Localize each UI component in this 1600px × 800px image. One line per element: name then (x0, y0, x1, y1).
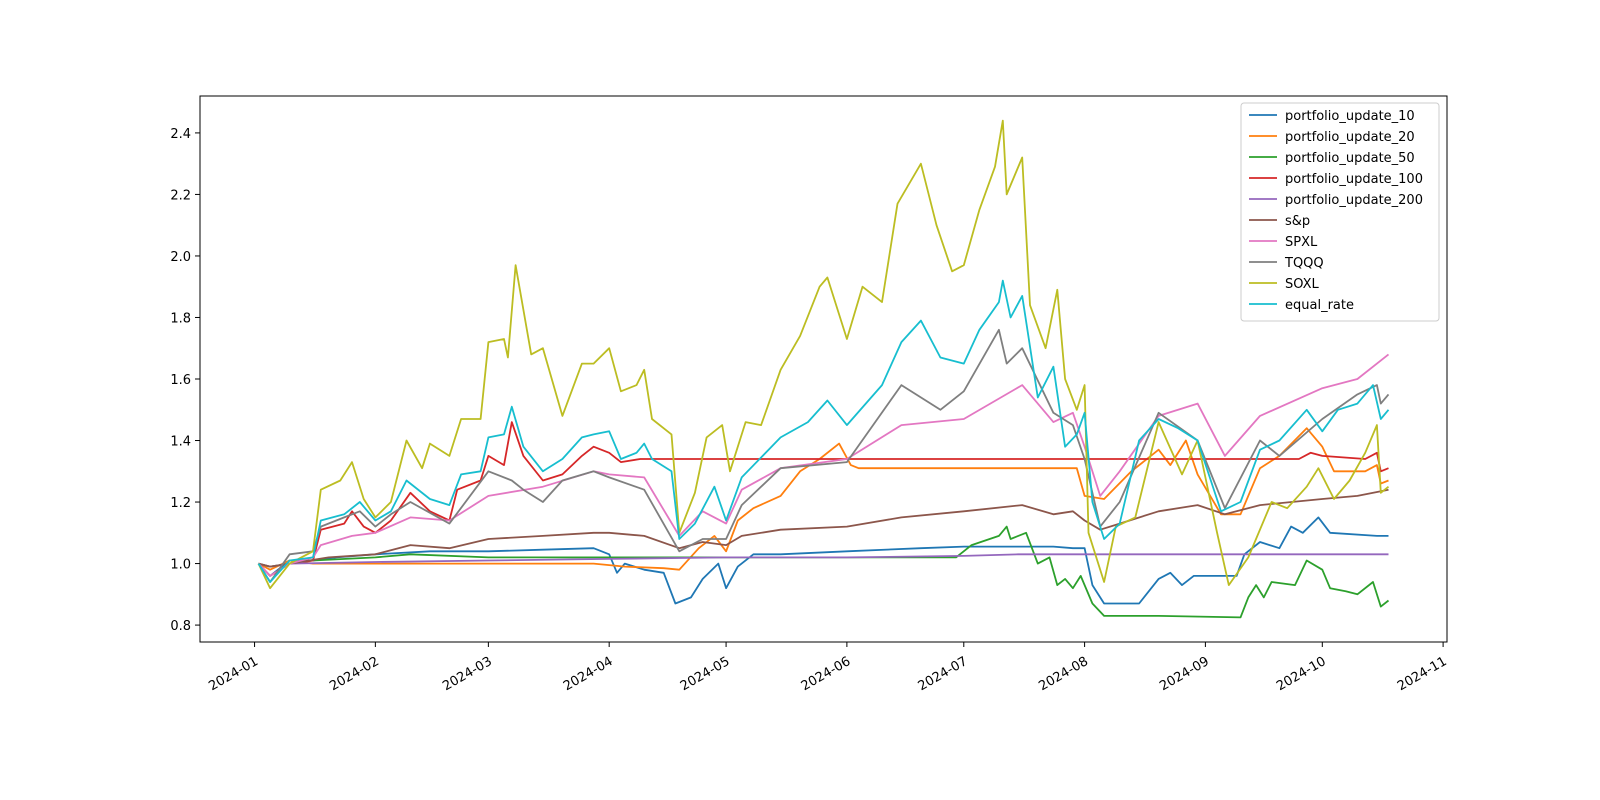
y-tick-label: 2.4 (170, 127, 191, 142)
series-line-9 (257, 279, 1390, 583)
y-tick-label: 1.2 (170, 496, 191, 511)
legend-label: s&p (1285, 214, 1310, 229)
y-axis: 0.8 1.0 1.2 1.4 1.6 1.8 2.0 2.2 2.4 (170, 127, 200, 634)
series-line-2 (258, 525, 1390, 619)
series-line-3 (257, 421, 1389, 577)
y-tick-label: 0.8 (170, 619, 191, 634)
y-tick-label: 1.0 (170, 558, 191, 573)
series-line-5 (258, 488, 1389, 568)
series-line-1 (258, 427, 1389, 571)
series-line-8 (257, 119, 1390, 590)
legend-label: equal_rate (1285, 298, 1354, 313)
legend-label: TQQQ (1284, 256, 1324, 271)
legend-label: SOXL (1285, 277, 1320, 292)
series-line-6 (257, 353, 1390, 577)
legend: portfolio_update_10 portfolio_update_20po… (1240, 102, 1440, 322)
y-tick-label: 1.6 (170, 373, 191, 388)
series-line-7 (257, 328, 1390, 583)
legend-box (1240, 102, 1440, 322)
legend-label: portfolio_update_10 (1285, 109, 1415, 124)
y-tick-label: 1.8 (170, 311, 191, 326)
y-tick-label: 2.2 (170, 188, 191, 203)
legend-label: SPXL (1285, 235, 1318, 250)
legend-label: portfolio_update_200 (1285, 193, 1423, 208)
plot-frame (199, 95, 1448, 643)
legend-label: portfolio_update_100 (1285, 172, 1423, 187)
legend-label: portfolio_update_50 (1285, 151, 1415, 166)
series-layer (257, 119, 1390, 619)
legend-label: portfolio_update_20 (1285, 130, 1415, 145)
y-tick-label: 2.0 (170, 250, 191, 265)
y-tick-label: 1.4 (170, 435, 191, 450)
